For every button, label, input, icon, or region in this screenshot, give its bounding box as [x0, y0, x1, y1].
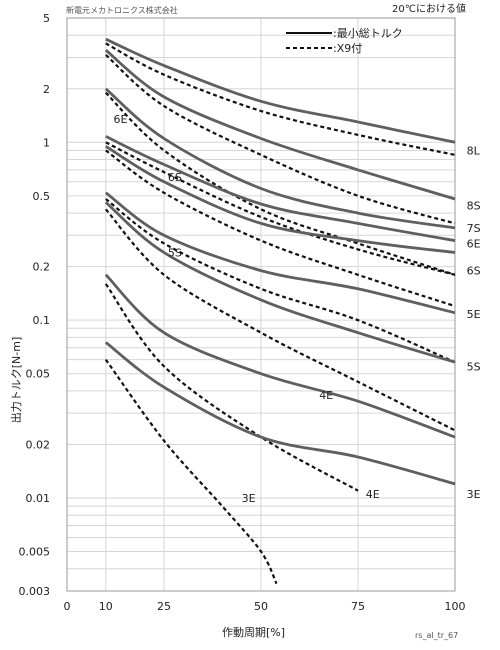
series-7S-dashed	[105, 91, 456, 276]
curve-label-6E: 6E	[467, 237, 481, 250]
series-4E-solid	[104, 273, 456, 439]
y-tick-label: 0.5	[33, 190, 51, 203]
y-tick-label: 0.1	[33, 314, 51, 327]
series-8L-solid	[105, 37, 456, 144]
series-7S-solid	[104, 87, 456, 230]
curve-label-3E: 3E	[467, 488, 481, 501]
curve-label-7S: 7S	[467, 222, 481, 235]
curve-label-8S: 8S	[467, 200, 481, 213]
legend-label-solid: :最小総トルク	[333, 26, 403, 40]
series-6E-solid	[105, 135, 456, 242]
series-5E-dashed	[105, 198, 456, 364]
y-tick-label: 0.01	[26, 492, 51, 505]
y-tick-label: 0.05	[26, 368, 51, 381]
plot-frame	[66, 17, 456, 592]
y-tick-label: 2	[43, 83, 50, 96]
curve-label-4E: 4E	[366, 488, 380, 501]
x-tick-label: 25	[157, 600, 171, 613]
curve-label-5S: 5S	[168, 247, 182, 260]
x-tick-label: 100	[445, 600, 466, 613]
curve-label-4E: 4E	[319, 389, 333, 402]
x-tick-label: 10	[99, 600, 113, 613]
curve-label-5E: 5E	[467, 308, 481, 321]
series-6S-solid	[105, 145, 456, 254]
y-tick-label: 0.003	[19, 585, 51, 598]
curve-label-5S: 5S	[467, 360, 481, 373]
series-8L-dashed	[105, 42, 456, 156]
x-tick-label: 75	[351, 600, 365, 613]
figure-code: rs_al_tr_67	[415, 631, 458, 640]
y-tick-label: 1	[43, 136, 50, 149]
y-tick-label: 5	[43, 12, 50, 25]
legend: :最小総トルク :X9付	[286, 26, 403, 55]
legend-label-dashed: :X9付	[333, 42, 362, 55]
curve-label-3E: 3E	[242, 492, 256, 505]
curve-label-6S: 6S	[467, 265, 481, 278]
y-tick-label: 0.02	[26, 438, 51, 451]
y-axis-title: 出力トルク[N-m]	[9, 337, 23, 424]
series-3E-dashed	[104, 358, 278, 585]
x-tick-label: 50	[254, 600, 268, 613]
condition-note: 20℃における値	[392, 2, 466, 15]
tick-labels: 5 2 1 0.5 0.2 0.1 0.05 0.02 0.01 0.005 0.003 0 10 25 5…	[19, 12, 466, 613]
series-4E-dashed	[104, 283, 359, 492]
series-3E-solid	[104, 341, 456, 486]
x-tick-label: 0	[64, 600, 71, 613]
curve-label-6S: 6S	[168, 171, 182, 184]
maker-name: 新電元メカトロニクス株式会社	[66, 5, 178, 15]
series-6E-dashed	[105, 141, 456, 276]
y-tick-label: 0.2	[33, 261, 51, 274]
series-8S-dashed	[105, 54, 456, 225]
series-5E-solid	[104, 191, 456, 315]
series-group	[104, 37, 456, 585]
grid	[66, 17, 456, 592]
series-8S-solid	[104, 49, 456, 201]
series-5S-solid	[104, 201, 456, 364]
curve-label-8L: 8L	[467, 144, 481, 157]
y-tick-label: 0.005	[19, 546, 51, 559]
curve-labels: 8L 8S 7S 6E 6E 6S 6S 5E 5S 5S 4E 4E 3E 3E	[114, 113, 481, 505]
x-axis-title: 作動周期[%]	[222, 625, 285, 639]
curve-label-6E: 6E	[114, 113, 128, 126]
